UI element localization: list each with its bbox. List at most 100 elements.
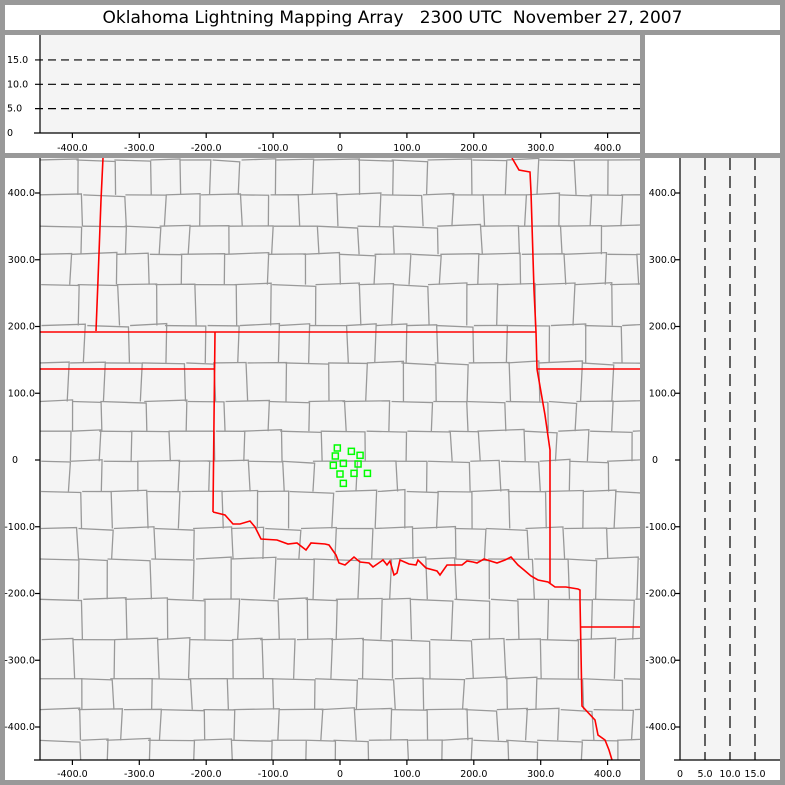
county-line bbox=[406, 324, 439, 363]
county-line bbox=[590, 430, 633, 462]
county-line bbox=[362, 638, 394, 679]
county-line bbox=[239, 194, 270, 227]
county-line bbox=[516, 598, 550, 640]
county-line bbox=[612, 362, 640, 364]
county-line bbox=[81, 738, 109, 760]
county-line bbox=[422, 192, 455, 227]
x-tick-label: 200.0 bbox=[460, 143, 487, 154]
county-line bbox=[181, 490, 224, 529]
y-tick-label: 300.0 bbox=[649, 255, 676, 266]
y-tick-label: 5.0 bbox=[7, 104, 22, 115]
county-line bbox=[581, 739, 619, 760]
county-line bbox=[374, 253, 412, 285]
lightning-source-point bbox=[336, 470, 344, 478]
county-line bbox=[124, 597, 169, 640]
county-line bbox=[159, 224, 191, 255]
y-tick-label: 0 bbox=[12, 455, 18, 466]
y-tick-label: 200.0 bbox=[649, 322, 676, 333]
county-line bbox=[272, 284, 317, 326]
county-line bbox=[558, 194, 593, 227]
y-tick-label: -300.0 bbox=[645, 655, 676, 666]
county-line bbox=[40, 225, 83, 255]
county-line bbox=[137, 459, 181, 492]
county-line bbox=[239, 322, 281, 363]
county-line bbox=[622, 323, 640, 327]
county-line bbox=[165, 193, 201, 227]
county-line bbox=[374, 526, 414, 559]
county-line bbox=[620, 194, 640, 196]
county-line bbox=[243, 429, 283, 462]
county-line bbox=[392, 556, 428, 600]
y-tick-label: -300.0 bbox=[4, 655, 35, 666]
county-line bbox=[225, 399, 271, 432]
county-line bbox=[583, 489, 617, 529]
county-line bbox=[285, 362, 330, 402]
county-line bbox=[477, 428, 526, 462]
county-line bbox=[392, 284, 430, 326]
y-tick-label: 10.0 bbox=[7, 79, 28, 90]
county-line bbox=[40, 252, 73, 285]
lightning-source-point bbox=[339, 459, 348, 468]
county-line bbox=[558, 224, 603, 255]
county-line bbox=[401, 362, 437, 402]
county-line bbox=[496, 707, 529, 741]
chart-title: Oklahoma Lightning Mapping Array 2300 UT… bbox=[5, 5, 780, 30]
x-tick-label: -400.0 bbox=[57, 143, 88, 154]
county-line bbox=[368, 739, 410, 760]
county-line bbox=[303, 251, 342, 285]
county-line bbox=[333, 739, 370, 760]
county-line bbox=[100, 400, 148, 432]
county-line bbox=[113, 526, 157, 560]
county-line bbox=[434, 362, 469, 402]
county-line bbox=[353, 707, 393, 741]
county-line bbox=[391, 400, 434, 432]
county-line bbox=[548, 400, 578, 432]
county-line bbox=[339, 253, 377, 285]
county-line bbox=[506, 739, 539, 760]
county-line bbox=[582, 678, 624, 710]
county-line bbox=[234, 282, 272, 326]
county-line bbox=[141, 362, 187, 402]
county-line bbox=[357, 225, 395, 255]
county-line bbox=[241, 158, 277, 195]
county-line bbox=[41, 284, 80, 326]
county-line bbox=[535, 282, 576, 326]
county-line bbox=[593, 708, 635, 741]
county-line bbox=[231, 556, 277, 600]
county-line bbox=[382, 597, 413, 640]
county-line bbox=[224, 251, 270, 285]
county-line bbox=[124, 225, 162, 255]
county-line bbox=[280, 430, 323, 462]
x-tick-label: 0 bbox=[677, 769, 683, 780]
county-line bbox=[490, 598, 520, 640]
county-line bbox=[77, 558, 108, 600]
county-line bbox=[391, 638, 431, 679]
county-line bbox=[40, 361, 70, 402]
county-line bbox=[167, 598, 206, 640]
county-line bbox=[336, 527, 374, 560]
county-line bbox=[602, 224, 640, 227]
x-tick-label: 5.0 bbox=[697, 769, 712, 780]
county-line bbox=[313, 158, 361, 195]
county-line bbox=[41, 323, 86, 363]
county-line bbox=[563, 251, 608, 285]
county-line bbox=[78, 708, 124, 741]
county-line bbox=[281, 460, 316, 492]
county-line bbox=[615, 490, 640, 494]
county-line bbox=[72, 400, 103, 432]
county-line bbox=[277, 597, 309, 640]
county-line bbox=[470, 489, 511, 529]
county-line bbox=[240, 598, 280, 640]
county-line bbox=[342, 400, 391, 432]
county-line bbox=[581, 362, 615, 402]
county-line bbox=[358, 558, 393, 600]
county-line bbox=[271, 739, 307, 760]
x-tick-label: -300.0 bbox=[124, 143, 155, 154]
county-line bbox=[472, 637, 507, 679]
county-line bbox=[201, 193, 243, 227]
x-tick-label: 100.0 bbox=[393, 143, 420, 154]
county-line bbox=[335, 489, 378, 529]
county-line bbox=[576, 637, 617, 679]
county-line bbox=[150, 678, 193, 710]
